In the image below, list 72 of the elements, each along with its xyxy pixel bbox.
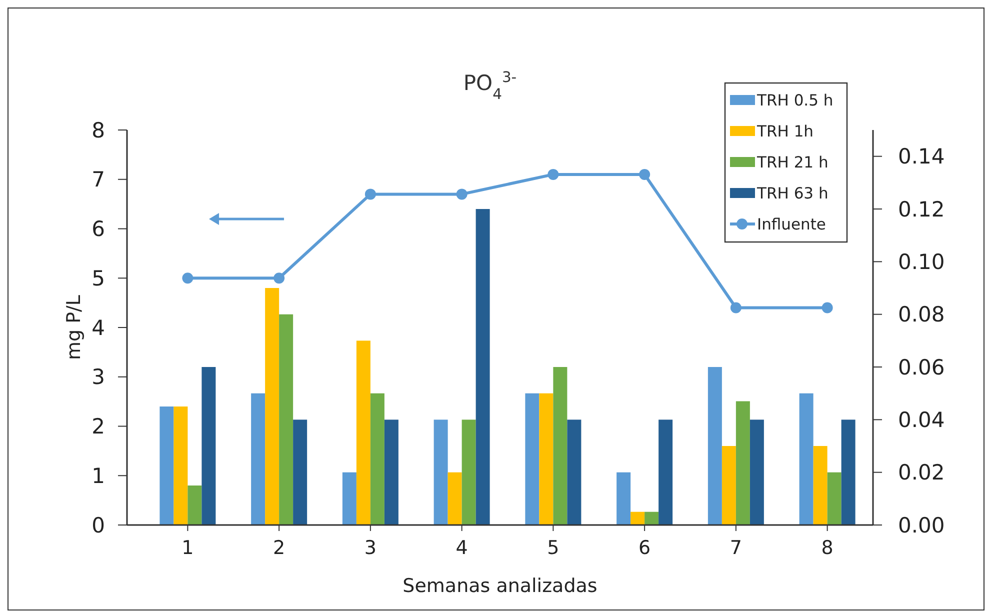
- x-tick-label: 3: [364, 537, 376, 559]
- bar: [525, 393, 540, 525]
- y-tick-label: 7: [92, 168, 105, 192]
- legend-label: TRH 63 h: [756, 184, 828, 202]
- bar: [553, 367, 568, 525]
- y2-tick-label: 0.14: [898, 144, 945, 169]
- bar: [644, 512, 659, 525]
- x-tick-label: 2: [273, 537, 286, 559]
- y-axis-title: mg P/L: [63, 294, 85, 360]
- bar: [251, 393, 266, 525]
- bar: [448, 472, 462, 525]
- y-tick-label: 4: [92, 316, 105, 340]
- point: [822, 302, 833, 314]
- y-tick-label: 6: [92, 217, 105, 242]
- bar: [279, 314, 294, 525]
- point: [364, 188, 376, 200]
- bar: [616, 472, 631, 525]
- bar: [174, 406, 188, 525]
- y2-tick-label: 0.04: [898, 408, 945, 432]
- bar: [813, 446, 828, 525]
- point: [182, 272, 194, 284]
- point: [274, 272, 285, 284]
- bar: [736, 401, 750, 525]
- bar: [160, 406, 174, 525]
- x-axis-title: Semanas analizadas: [402, 575, 598, 597]
- bar: [708, 367, 722, 525]
- bar: [293, 420, 308, 525]
- y-tick-label: 1: [92, 464, 105, 488]
- legend-label: TRH 21 h: [756, 153, 828, 172]
- y-tick-label: 0: [92, 513, 105, 538]
- bar: [827, 472, 842, 525]
- bar: [384, 420, 398, 525]
- legend-label: Influente: [757, 215, 826, 234]
- y2-tick-label: 0.06: [898, 355, 945, 380]
- bar: [539, 393, 554, 525]
- bar: [370, 393, 384, 525]
- y2-tick-label: 0.10: [898, 250, 945, 274]
- bar: [356, 340, 370, 525]
- bar: [567, 420, 582, 525]
- y2-tick-label: 0.00: [898, 513, 945, 538]
- point: [730, 302, 742, 314]
- bar: [265, 288, 280, 525]
- bar: [202, 367, 216, 525]
- bar: [722, 446, 736, 525]
- point: [456, 188, 468, 200]
- y-tick-label: 2: [92, 414, 105, 439]
- legend-label: TRH 1h: [756, 122, 814, 140]
- x-tick-label: 4: [456, 537, 468, 559]
- bar: [476, 209, 490, 525]
- x-tick-label: 1: [182, 537, 194, 559]
- y2-tick-label: 0.12: [898, 197, 945, 222]
- legend-label: TRH 0.5 h: [756, 91, 834, 110]
- x-tick-label: 7: [730, 537, 742, 559]
- bar: [462, 420, 476, 525]
- x-tick-label: 8: [821, 537, 834, 559]
- point: [548, 168, 559, 180]
- y-tick-label: 5: [92, 266, 105, 290]
- bar: [434, 420, 448, 525]
- y-tick-label: 3: [92, 365, 105, 390]
- bar: [188, 486, 202, 525]
- y-tick-label: 8: [92, 118, 105, 142]
- y2-tick-label: 0.02: [898, 460, 945, 485]
- bar: [799, 393, 814, 525]
- x-tick-label: 6: [638, 537, 651, 559]
- point: [639, 168, 650, 180]
- x-tick-label: 5: [547, 537, 560, 559]
- bar: [630, 512, 645, 525]
- bar: [342, 472, 356, 525]
- bar: [841, 420, 856, 525]
- bar: [750, 420, 764, 525]
- bar: [658, 420, 673, 525]
- y2-tick-label: 0.08: [898, 302, 945, 327]
